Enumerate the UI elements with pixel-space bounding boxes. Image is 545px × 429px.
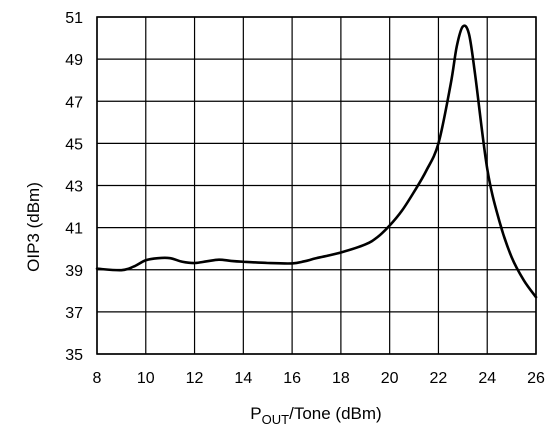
y-tick-label: 41 xyxy=(65,221,83,238)
x-tick-label: 10 xyxy=(137,370,155,387)
y-axis-label: OIP3 (dBm) xyxy=(24,182,43,272)
x-tick-labels: 8 10 12 14 16 18 20 22 24 26 xyxy=(93,370,545,387)
x-tick-label: 20 xyxy=(381,370,399,387)
x-tick-label: 12 xyxy=(186,370,204,387)
x-tick-label: 26 xyxy=(527,370,545,387)
y-tick-label: 51 xyxy=(65,10,83,27)
y-tick-label: 43 xyxy=(65,179,83,196)
y-tick-labels: 35 37 39 41 43 45 47 49 51 xyxy=(65,10,83,364)
x-axis-label-sub: OUT xyxy=(262,412,290,427)
x-tick-label: 24 xyxy=(478,370,496,387)
y-tick-label: 47 xyxy=(65,94,83,111)
y-tick-label: 35 xyxy=(65,347,83,364)
x-axis-label: POUT/Tone (dBm) xyxy=(250,404,381,427)
x-tick-label: 14 xyxy=(234,370,252,387)
x-axis-label-rest: /Tone (dBm) xyxy=(289,404,382,423)
plot-frame xyxy=(96,16,537,355)
oip3-series-line xyxy=(95,24,538,299)
y-tick-label: 45 xyxy=(65,136,83,153)
x-tick-label: 8 xyxy=(93,370,102,387)
y-tick-label: 37 xyxy=(65,305,83,322)
x-axis-label-main: P xyxy=(250,404,261,423)
grid xyxy=(96,16,537,355)
x-tick-label: 22 xyxy=(430,370,448,387)
x-tick-label: 18 xyxy=(332,370,350,387)
y-tick-label: 49 xyxy=(65,52,83,69)
y-tick-label: 39 xyxy=(65,263,83,280)
x-tick-label: 16 xyxy=(283,370,301,387)
